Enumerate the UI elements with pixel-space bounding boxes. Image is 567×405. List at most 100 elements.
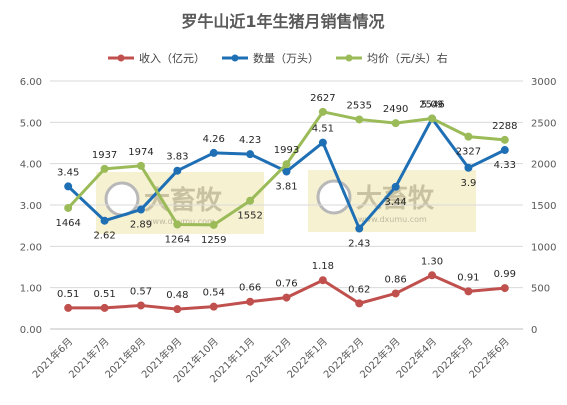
data-point — [173, 305, 182, 314]
legend-label: 数量（万头） — [253, 52, 319, 65]
data-label: 4.23 — [239, 135, 261, 146]
y-left-tick-label: 6.00 — [20, 77, 42, 88]
data-point — [391, 182, 400, 191]
legend-item: 数量（万头） — [222, 52, 319, 65]
data-labels: 0.51 0.51 0.57 0.48 0.54 0.66 0.76 1.18 0.62 0.86… — [55, 93, 517, 301]
data-label: 0.62 — [348, 284, 370, 295]
data-point — [282, 160, 291, 169]
legend-label: 均价（元/头）右 — [367, 51, 448, 65]
data-point — [136, 301, 145, 310]
data-label: 2546 — [419, 100, 444, 111]
data-label: 3.44 — [385, 197, 407, 208]
data-label: 2535 — [347, 100, 372, 111]
data-label: 1993 — [274, 145, 299, 156]
data-label: 2490 — [383, 104, 408, 115]
data-point — [500, 135, 509, 144]
data-label: 0.51 — [93, 289, 115, 300]
data-point — [209, 302, 218, 311]
data-label: 2.89 — [130, 220, 152, 231]
data-label: 1552 — [237, 211, 262, 222]
legend-label: 收入（亿元） — [139, 51, 205, 65]
y-right-tick-label: 0 — [531, 325, 537, 336]
data-label: 1937 — [92, 150, 117, 161]
y-left-tick-label: 0.00 — [20, 325, 42, 336]
data-label: 3.9 — [460, 178, 476, 189]
data-label: 1974 — [128, 147, 153, 158]
y-right-tick-label: 2000 — [531, 160, 556, 171]
data-point — [64, 303, 73, 312]
data-label: 5.09 — [421, 100, 443, 111]
data-label: 3.83 — [166, 152, 188, 163]
data-point — [355, 224, 364, 233]
data-label: 0.48 — [166, 290, 188, 301]
y-right-tick-label: 500 — [531, 284, 550, 295]
data-label: 1.30 — [421, 256, 443, 267]
y-right-tick-label: 3000 — [531, 77, 556, 88]
data-label: 1464 — [55, 218, 80, 229]
data-point — [464, 132, 473, 141]
data-point — [428, 271, 437, 280]
data-label: 4.51 — [312, 124, 334, 135]
data-point — [391, 289, 400, 298]
data-label: 0.99 — [494, 269, 516, 280]
legend-marker — [345, 54, 353, 62]
data-point — [464, 163, 473, 172]
y-right-tick-label: 1000 — [531, 242, 556, 253]
data-point — [173, 220, 182, 229]
data-point — [246, 297, 255, 306]
data-point — [100, 303, 109, 312]
data-point — [500, 146, 509, 155]
series-layer — [64, 107, 509, 314]
data-label: 0.66 — [239, 283, 261, 294]
data-point — [428, 114, 437, 123]
y-left-tick-label: 5.00 — [20, 118, 42, 129]
data-label: 0.76 — [275, 279, 297, 290]
data-label: 0.91 — [457, 272, 479, 283]
data-point — [318, 107, 327, 116]
watermark-logo-icon — [104, 181, 140, 217]
data-point — [246, 196, 255, 205]
data-label: 2.43 — [348, 239, 370, 250]
series-2 — [64, 107, 509, 229]
data-label: 3.81 — [275, 182, 297, 193]
data-label: 3.45 — [57, 167, 79, 178]
y-left-tick-label: 2.00 — [20, 242, 42, 253]
y-right-tick-label: 2500 — [531, 118, 556, 129]
data-point — [318, 276, 327, 285]
chart-title: 罗牛山近1年生猪月销售情况 — [181, 12, 384, 31]
data-point — [246, 150, 255, 159]
data-label: 2288 — [492, 121, 517, 132]
watermark-url: www.dxumu.com — [358, 215, 427, 224]
data-point — [282, 167, 291, 176]
data-point — [282, 293, 291, 302]
series-0 — [64, 271, 509, 314]
data-label: 4.26 — [203, 134, 225, 145]
data-label: 4.33 — [494, 160, 516, 171]
legend: 收入（亿元） 数量（万头） 均价（元/头）右 — [108, 51, 448, 65]
data-point — [64, 203, 73, 212]
y-left-tick-label: 1.00 — [20, 284, 42, 295]
data-point — [464, 287, 473, 296]
data-point — [500, 284, 509, 293]
data-point — [136, 161, 145, 170]
data-point — [391, 119, 400, 128]
data-label: 2627 — [310, 93, 335, 104]
data-label: 1264 — [165, 235, 190, 246]
data-label: 2327 — [456, 147, 481, 158]
y-left-tick-label: 4.00 — [20, 160, 42, 171]
data-point — [100, 164, 109, 173]
data-label: 1259 — [201, 235, 226, 246]
legend-item: 收入（亿元） — [108, 51, 205, 65]
data-label: 2.62 — [93, 231, 115, 242]
data-point — [64, 182, 73, 191]
data-point — [136, 205, 145, 214]
data-point — [100, 216, 109, 225]
data-point — [355, 115, 364, 124]
data-point — [318, 138, 327, 147]
watermark-url: www.dxumu.com — [146, 217, 215, 226]
data-label: 0.51 — [57, 289, 79, 300]
legend-marker — [117, 54, 125, 62]
